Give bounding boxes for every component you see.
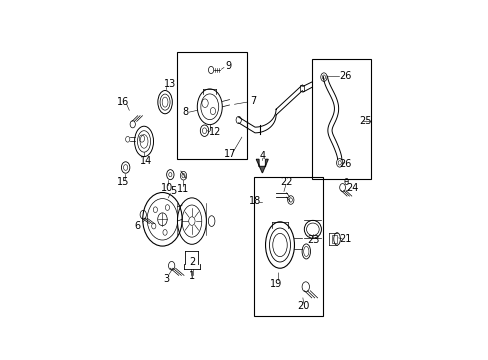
Text: 22: 22 [279, 177, 292, 187]
Polygon shape [256, 159, 267, 173]
Text: 11: 11 [177, 184, 189, 194]
Bar [312, 59, 370, 179]
Text: 7: 7 [250, 96, 256, 106]
Text: 15: 15 [117, 177, 129, 187]
Text: 20: 20 [297, 301, 309, 311]
Text: 8: 8 [182, 107, 188, 117]
Text: 12: 12 [208, 127, 221, 137]
Text: 14: 14 [140, 156, 152, 166]
Text: 26: 26 [338, 71, 350, 81]
Text: 23: 23 [306, 235, 319, 245]
Text: 2: 2 [188, 257, 195, 267]
Text: 9: 9 [224, 62, 231, 71]
Text: 24: 24 [346, 183, 358, 193]
Text: 4: 4 [259, 151, 265, 161]
Text: 16: 16 [117, 97, 129, 107]
Bar [299, 85, 303, 91]
Text: 6: 6 [134, 221, 140, 231]
Text: 19: 19 [269, 279, 282, 289]
Text: 3: 3 [163, 274, 169, 284]
Text: 1: 1 [188, 271, 195, 282]
Text: 17: 17 [224, 149, 236, 159]
Text: 5: 5 [169, 186, 176, 197]
Text: 25: 25 [359, 116, 371, 126]
Bar [331, 235, 336, 243]
Text: 10: 10 [161, 183, 173, 193]
Text: 18: 18 [249, 197, 261, 206]
Bar [254, 177, 322, 316]
Text: 21: 21 [338, 234, 350, 244]
Bar [177, 52, 246, 159]
Text: 13: 13 [163, 78, 176, 89]
Text: θ: θ [343, 178, 348, 187]
Text: 26: 26 [338, 159, 350, 169]
